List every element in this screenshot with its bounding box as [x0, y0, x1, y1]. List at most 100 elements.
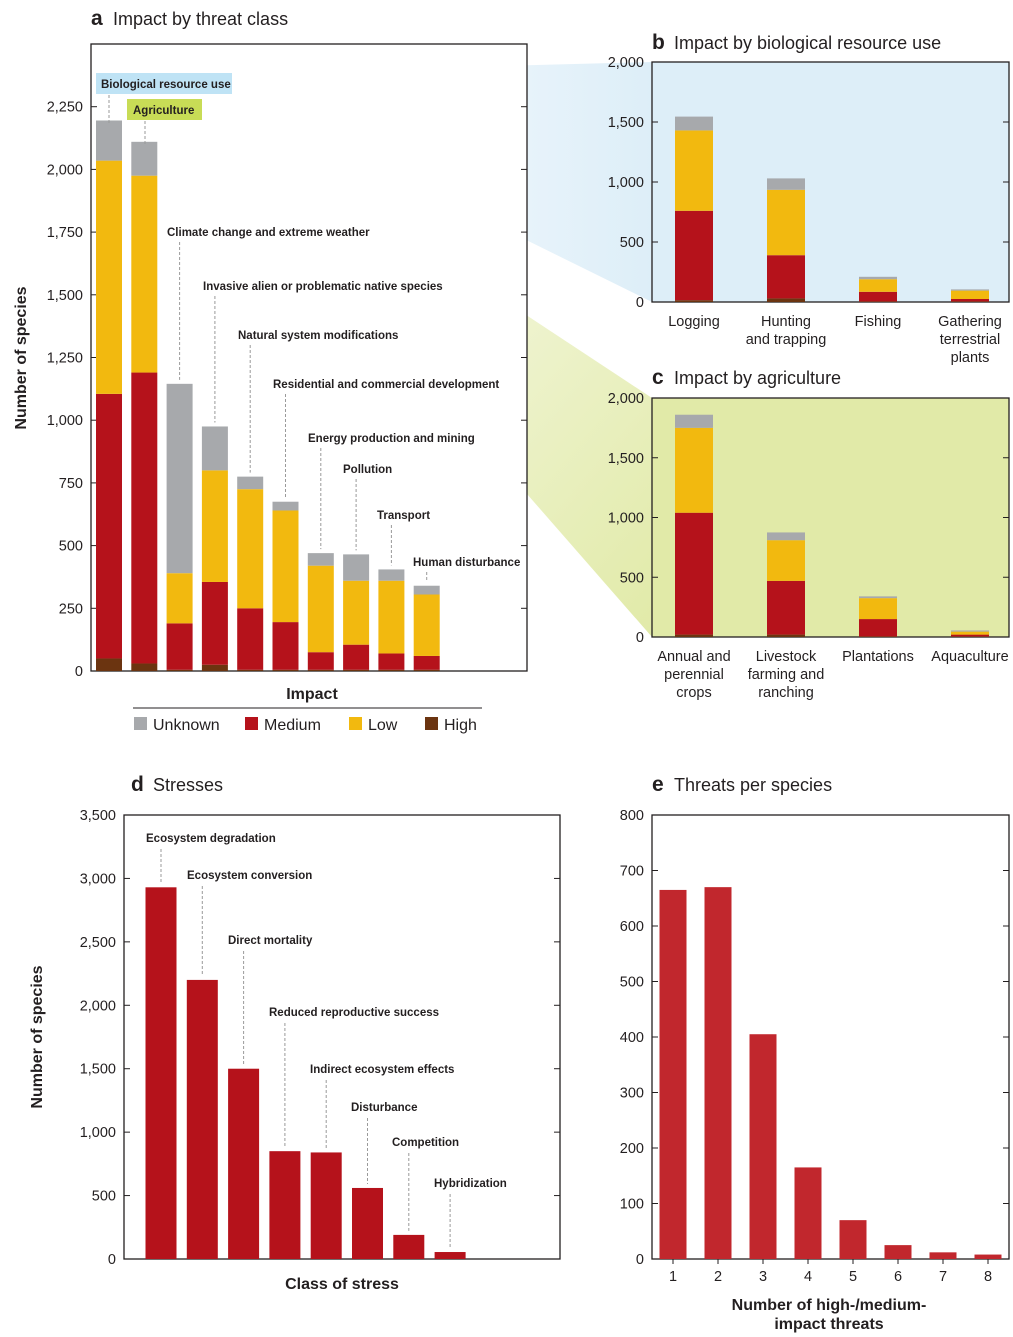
bar-segment-high	[767, 298, 805, 302]
bar	[704, 887, 732, 1259]
bar-segment-unknown	[96, 120, 122, 161]
threat-class-label: Residential and commercial development	[273, 379, 499, 391]
y-tick-label: 2,000	[608, 391, 644, 407]
bar	[393, 1234, 425, 1259]
bar-segment-unknown	[343, 554, 370, 581]
bar-segment-unknown	[307, 553, 334, 566]
legend-label-high: High	[444, 717, 477, 734]
y-tick-label: 0	[108, 1252, 116, 1268]
panel-b-x-labels: Logging Hunting and trapping Fishing Gatheri…	[668, 314, 1002, 366]
y-tick-label: 100	[620, 1197, 644, 1213]
x-tick-label-line: Aquaculture	[931, 649, 1008, 665]
y-tick-label: 500	[620, 975, 644, 991]
bar-segment-low	[237, 489, 264, 609]
bar-segment-low	[201, 470, 228, 582]
bar-segment-high	[96, 658, 122, 671]
x-tick-label: Annual and perennial crops	[657, 649, 730, 701]
legend-label-medium: Medium	[264, 717, 321, 734]
stress-class-label: Ecosystem degradation	[146, 833, 276, 845]
highlight-box-biological-resource-use	[96, 73, 232, 94]
x-tick-label-line: Livestock	[756, 649, 817, 665]
bar-segment-medium	[166, 623, 193, 670]
y-tick-label: 2,250	[47, 100, 83, 116]
stress-class-label: Disturbance	[351, 1102, 417, 1114]
bar	[794, 1167, 822, 1259]
panel-letter: e	[652, 773, 664, 796]
bar-segment-medium	[675, 210, 713, 301]
bar-segment-high	[675, 634, 713, 637]
y-tick-label: 800	[620, 808, 644, 824]
bar	[974, 1254, 1002, 1259]
panel-d-title: d Stresses	[131, 773, 223, 796]
highlight-label-biological-resource-use: Biological resource use	[101, 79, 231, 91]
bar-segment-unknown	[166, 383, 193, 574]
x-tick-label-line: ranching	[758, 685, 814, 701]
threat-class-label: Pollution	[343, 464, 392, 476]
bar-segment-medium	[859, 291, 897, 302]
bar-segment-medium	[767, 255, 805, 299]
legend-swatch-high	[425, 717, 438, 730]
bar-segment-high	[951, 636, 989, 637]
bar-segment-low	[96, 160, 122, 394]
y-tick-label: 500	[620, 235, 644, 251]
panel-letter: c	[652, 366, 664, 389]
stress-class-label: Reduced reproductive success	[269, 1007, 439, 1019]
bar	[186, 979, 218, 1259]
bar-segment-low	[767, 189, 805, 256]
bar-segment-unknown	[378, 569, 405, 581]
x-tick-label: 1	[669, 1269, 677, 1285]
threat-class-label: Human disturbance	[413, 557, 520, 569]
y-tick-label: 3,500	[80, 808, 116, 824]
y-tick-label: 400	[620, 1030, 644, 1046]
x-tick-label-line: crops	[676, 685, 711, 701]
y-tick-label: 2,000	[80, 998, 116, 1014]
bar-segment-low	[859, 279, 897, 292]
x-tick-label: Aquaculture	[931, 649, 1008, 665]
panel-letter: d	[131, 773, 144, 796]
bar	[839, 1220, 867, 1259]
bar-segment-high	[166, 669, 193, 671]
panel-title: Threats per species	[674, 775, 832, 795]
y-tick-label: 1,000	[608, 175, 644, 191]
x-tick-label: Plantations	[842, 649, 914, 665]
bar-segment-high	[767, 634, 805, 637]
panel-title: Impact by agriculture	[674, 368, 841, 388]
highlight-label-agriculture: Agriculture	[133, 105, 194, 117]
panel-b-bars	[675, 116, 989, 302]
bar-segment-unknown	[413, 585, 440, 595]
bar-segment-unknown	[859, 276, 897, 280]
bar-segment-medium	[307, 652, 334, 670]
y-tick-label: 500	[620, 570, 644, 586]
x-tick-label-line: Gathering	[938, 314, 1002, 330]
bar-segment-unknown	[767, 178, 805, 190]
y-tick-label: 2,000	[47, 162, 83, 178]
stress-class-label: Direct mortality	[228, 935, 313, 947]
y-tick-label: 2,500	[80, 935, 116, 951]
bar	[228, 1068, 260, 1259]
bar-segment-low	[859, 598, 897, 620]
panel-e-x-labels: 1 2 3 4 5 6 7 8	[669, 1259, 992, 1285]
y-tick-label: 0	[75, 664, 83, 680]
x-tick-label-line: perennial	[664, 667, 724, 683]
legend-label-low: Low	[368, 717, 398, 734]
panel-c-title: c Impact by agriculture	[652, 366, 841, 389]
stress-class-label: Hybridization	[434, 1178, 507, 1190]
bar-segment-low	[767, 540, 805, 581]
bar-segment-low	[131, 175, 158, 373]
bar-segment-medium	[767, 580, 805, 635]
panel-e-x-axis-label: Number of high-/medium-impact threats	[732, 1297, 927, 1333]
stress-class-label: Indirect ecosystem effects	[310, 1064, 454, 1076]
panel-a-axes: 0 250 500 750 1,000 1,250 1,500 1,750 2,000 2,250	[47, 43, 528, 680]
bar-segment-high	[131, 663, 158, 671]
panel-a-title: a Impact by threat class	[91, 7, 288, 30]
panel-title: Impact by biological resource use	[674, 33, 941, 53]
bar-segment-medium	[951, 634, 989, 637]
bar-segment-medium	[951, 299, 989, 302]
bar-segment-high	[237, 669, 264, 671]
y-tick-label: 1,000	[608, 511, 644, 527]
y-tick-label: 0	[636, 630, 644, 646]
y-tick-label: 1,500	[608, 451, 644, 467]
bar-segment-medium	[131, 372, 158, 664]
bar	[929, 1252, 957, 1259]
x-tick-label-line: Logging	[668, 314, 720, 330]
